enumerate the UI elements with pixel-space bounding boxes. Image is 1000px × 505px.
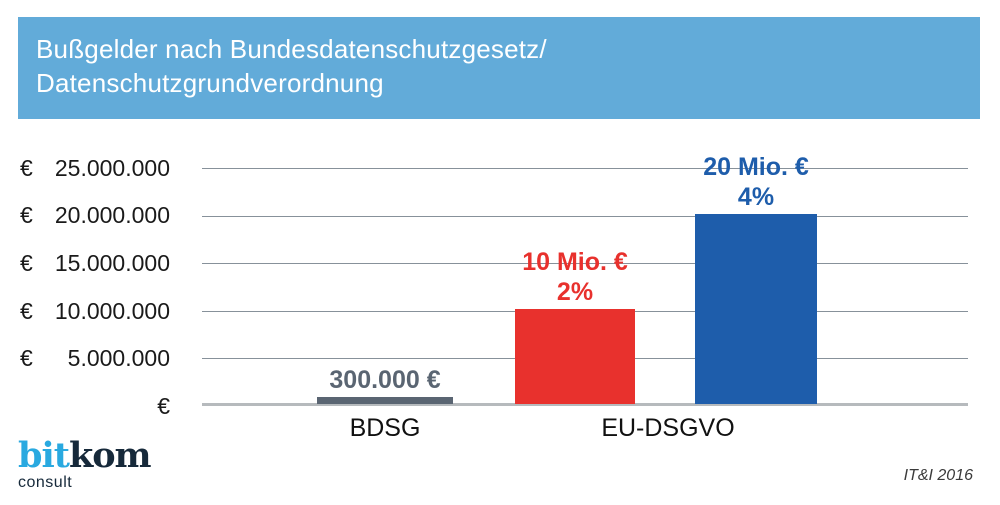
bar-column-eu-dsgvo-20m: 20 Mio. € 4%: [695, 153, 817, 406]
chart-title-line2: Datenschutzgrundverordnung: [36, 68, 384, 98]
bar-eu-dsgvo-10m: [515, 308, 635, 404]
bar-column-eu-dsgvo-10m: 10 Mio. € 2%: [515, 168, 635, 406]
bitkom-logo: bitkom consult: [18, 435, 152, 492]
bar-amount-label: 20 Mio. €: [703, 152, 809, 181]
tick-value: 5.000.000: [67, 344, 170, 371]
bar-amount-label: 10 Mio. €: [522, 247, 628, 276]
source-note: IT&I 2016: [903, 467, 973, 484]
bitkom-wordmark: bitkom: [18, 435, 152, 476]
y-axis-tick-5m: € 5.000.000: [20, 344, 170, 372]
bar-percent-label: 2%: [556, 277, 594, 306]
bar-bdsg: [317, 397, 453, 404]
bar-eu-dsgvo-20m: [695, 213, 817, 404]
currency-symbol: €: [20, 154, 33, 181]
plot-area: 300.000 € 10 Mio. € 2% 20 Mio. € 4% BDSG…: [202, 153, 968, 442]
y-axis-tick-20m: € 20.000.000: [20, 201, 170, 229]
bar-value-label-eu-dsgvo-10m: 10 Mio. € 2%: [522, 247, 628, 307]
bar-value-label-eu-dsgvo-20m: 20 Mio. € 4%: [703, 152, 809, 212]
currency-symbol: €: [20, 297, 33, 324]
chart-title-line1: Bußgelder nach Bundesdatenschutzgesetz/: [36, 34, 547, 64]
logo-bit-text: bit: [18, 435, 70, 476]
gridline-20m: [202, 215, 968, 217]
tick-value: 20.000.000: [54, 201, 170, 228]
bar-value-label-bdsg: 300.000 €: [329, 365, 440, 395]
currency-symbol: €: [20, 201, 33, 228]
currency-symbol: €: [20, 344, 33, 371]
y-axis-tick-25m: € 25.000.000: [20, 154, 170, 182]
x-axis-line: [202, 403, 968, 406]
bar-percent-label: 4%: [737, 182, 775, 211]
y-axis-tick-zero: €: [20, 392, 170, 420]
logo-consult-text: consult: [18, 474, 73, 491]
tick-value: €: [157, 392, 170, 419]
x-axis-label-eu-dsgvo: EU-DSGVO: [601, 414, 735, 442]
tick-value: 15.000.000: [54, 249, 170, 276]
tick-value: 25.000.000: [54, 154, 170, 181]
gridline-25m: [202, 168, 968, 169]
bar-column-bdsg: 300.000 €: [317, 168, 453, 406]
x-axis-label-bdsg: BDSG: [349, 414, 421, 442]
bar-amount-label: 300.000 €: [329, 366, 441, 394]
tick-value: 10.000.000: [54, 297, 170, 324]
header-banner: Bußgelder nach Bundesdatenschutzgesetz/ …: [18, 17, 980, 119]
y-axis-tick-10m: € 10.000.000: [20, 297, 170, 325]
currency-symbol: €: [20, 249, 33, 276]
logo-kom-text: kom: [68, 435, 152, 476]
gridline-15m: [202, 263, 968, 265]
y-axis-tick-15m: € 15.000.000: [20, 249, 170, 277]
